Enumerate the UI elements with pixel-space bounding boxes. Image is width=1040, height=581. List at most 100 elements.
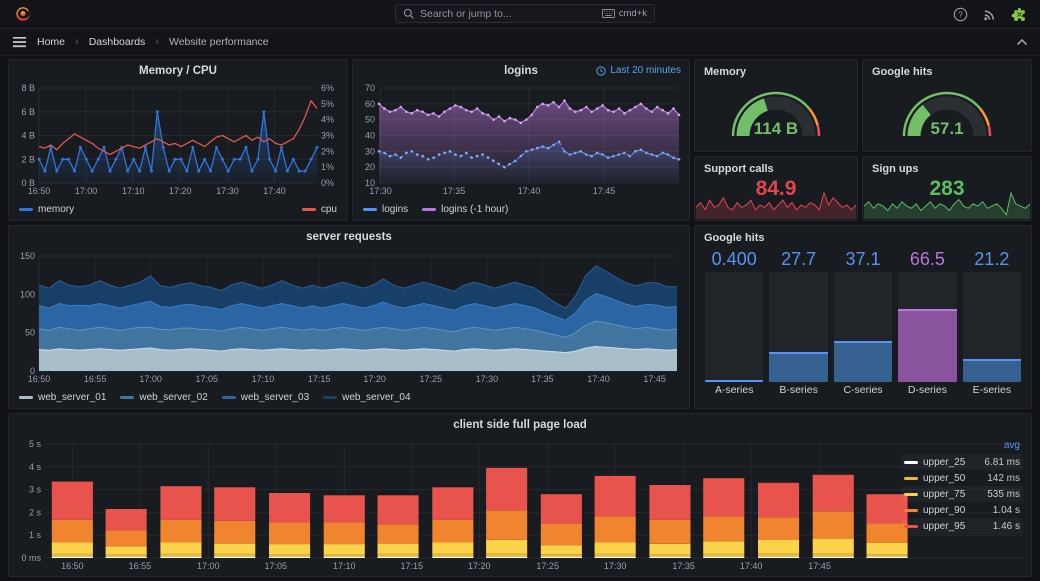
axis-tick-label: 2 s [29, 507, 42, 517]
legend-avg-header[interactable]: avg [1003, 440, 1020, 451]
axis-tick-label: 17:25 [419, 374, 442, 384]
panel-title[interactable]: Google hits [704, 232, 765, 244]
panel-title[interactable]: Support calls [704, 163, 774, 175]
bar-gauge-bar[interactable] [833, 272, 893, 382]
axis-tick-label: 17:35 [531, 374, 554, 384]
clock-icon [596, 65, 607, 76]
axis-tick-label: 17:05 [196, 374, 219, 384]
chevron-up-icon[interactable] [1016, 38, 1028, 46]
bar-gauge-bar[interactable] [898, 272, 957, 382]
legend-item[interactable]: web_server_03 [221, 392, 309, 403]
legend-item[interactable]: upper_50 142 ms [901, 470, 1023, 486]
legend: logins logins (-1 hour) [353, 200, 689, 218]
logins-chart[interactable]: 10 20 30 40 50 60 70 17:30 17:35 17:40 17:45 [353, 82, 689, 200]
bar-gauge-value: 27.7 [781, 249, 817, 269]
top-navigation-bar: Search or jump to... cmd+k ? [0, 0, 1040, 29]
bar-gauge-label: E-series [972, 384, 1012, 396]
search-placeholder: Search or jump to... [420, 7, 512, 20]
bar-gauge-value: 37.1 [845, 249, 881, 269]
bar-gauge-label: D-series [907, 384, 947, 396]
axis-tick-label: 100 [20, 289, 35, 299]
panel-title[interactable]: Sign ups [872, 163, 919, 175]
panel-logins: logins Last 20 minutes 10 20 30 40 50 60 70 17:… [352, 59, 690, 221]
news-rss-icon[interactable] [982, 7, 997, 22]
dashboard-canvas: Memory / CPU 0 B 2 B 4 B 6 B 8 B 0% 1% 2% 3% 4% 5%… [0, 56, 1040, 581]
panel-google-hits-bars: Google hits 0.400 A-series 27.7 B-series 37.… [694, 225, 1032, 409]
bar-gauge-bar[interactable] [769, 272, 828, 382]
google-hits-gauge[interactable]: 57.1 [885, 78, 1009, 144]
axis-tick-label: 50 [365, 115, 375, 125]
server-requests-chart[interactable]: 0 50 100 150 16:50 16:55 17:00 17:05 17:10 17:15 1… [9, 248, 689, 388]
panel-page-load: client side full page load 0 ms 1 s 2 s 3 s… [8, 413, 1032, 577]
axis-tick-label: 17:30 [476, 374, 499, 384]
panel-title[interactable]: Google hits [872, 66, 933, 78]
page-load-chart[interactable]: 0 ms 1 s 2 s 3 s 4 s 5 s 16:50 16:55 17:00 17:05 1… [9, 436, 1031, 574]
axis-tick-label: 4 s [29, 462, 42, 472]
axis-tick-label: 3 s [29, 485, 42, 495]
keyboard-shortcut: cmd+k [601, 8, 647, 19]
axis-tick-label: 17:20 [169, 186, 192, 196]
help-icon[interactable]: ? [953, 7, 968, 22]
legend-item[interactable]: upper_95 1.46 s [901, 518, 1023, 534]
legend-item[interactable]: upper_25 6.81 ms [901, 454, 1023, 470]
memory-gauge[interactable]: 114 B [714, 78, 838, 144]
axis-tick-label: 17:30 [216, 186, 239, 196]
axis-tick-label: 17:35 [443, 186, 466, 196]
axis-tick-label: 1% [321, 162, 334, 172]
bar-gauge-column: 0.400 A-series [705, 248, 764, 398]
bar-gauge-column: 21.2 E-series [962, 248, 1022, 398]
legend-item[interactable]: upper_75 535 ms [901, 486, 1023, 502]
axis-tick-label: 16:50 [61, 561, 84, 571]
panel-title[interactable]: client side full page load [453, 419, 587, 431]
menu-hamburger-icon[interactable] [12, 36, 27, 48]
search-input[interactable]: Search or jump to... cmd+k [395, 4, 655, 23]
axis-tick-label: 16:55 [84, 374, 107, 384]
keyboard-icon [601, 9, 615, 18]
axis-tick-label: 17:30 [604, 561, 627, 571]
axis-tick-label: 17:45 [808, 561, 831, 571]
legend-item[interactable]: logins [363, 204, 408, 215]
axis-tick-label: 17:15 [400, 561, 423, 571]
extension-puzzle-icon[interactable] [1011, 6, 1028, 23]
axis-tick-label: 17:00 [75, 186, 98, 196]
legend-item[interactable]: cpu [301, 204, 337, 215]
gauge-value: 114 B [754, 119, 798, 138]
breadcrumb-current: Website performance [168, 36, 269, 48]
panel-google-hits-gauge: Google hits 57.1 [862, 59, 1032, 152]
axis-tick-label: 17:05 [265, 561, 288, 571]
bar-gauge-bar[interactable] [705, 272, 764, 382]
legend-item[interactable]: web_server_02 [120, 392, 208, 403]
axis-tick-label: 17:45 [643, 374, 666, 384]
axis-tick-label: 16:50 [28, 374, 51, 384]
legend-item[interactable]: memory [19, 204, 74, 215]
panel-title[interactable]: logins [504, 65, 538, 77]
sign-ups-sparkline[interactable] [864, 191, 1030, 219]
breadcrumb-home[interactable]: Home [37, 36, 66, 48]
legend-item[interactable]: logins (-1 hour) [422, 204, 508, 215]
panel-support-calls: Support calls 84.9 [694, 156, 858, 221]
legend: avg upper_25 6.81 ms upper_50 142 ms upper_7… [901, 440, 1023, 534]
axis-tick-label: 3% [321, 131, 334, 141]
axis-tick-label: 2% [321, 146, 334, 156]
bar-gauge-value: 66.5 [909, 249, 945, 269]
bar-gauge-label: B-series [779, 384, 818, 396]
axis-tick-label: 17:00 [139, 374, 162, 384]
support-calls-sparkline[interactable] [696, 191, 856, 219]
legend-item[interactable]: web_server_04 [323, 392, 411, 403]
legend-item[interactable]: web_server_01 [19, 392, 106, 403]
panel-title[interactable]: Memory / CPU [139, 65, 217, 77]
gauge-value: 57.1 [930, 119, 963, 138]
bar-gauge-bar[interactable] [962, 272, 1022, 382]
axis-tick-label: 5 s [29, 439, 42, 449]
axis-tick-label: 0 ms [21, 553, 41, 563]
panel-title[interactable]: Memory [704, 66, 747, 78]
legend-item[interactable]: upper_90 1.04 s [901, 502, 1023, 518]
axis-tick-label: 17:45 [593, 186, 616, 196]
memory-cpu-chart[interactable]: 0 B 2 B 4 B 6 B 8 B 0% 1% 2% 3% 4% 5% 6% 16:50 17:00 1… [9, 82, 347, 200]
axis-tick-label: 17:25 [536, 561, 559, 571]
panel-title[interactable]: server requests [306, 231, 392, 243]
axis-tick-label: 17:10 [333, 561, 356, 571]
grafana-logo[interactable] [14, 5, 32, 23]
panel-time-override[interactable]: Last 20 minutes [596, 65, 681, 76]
breadcrumb-dashboards[interactable]: Dashboards [88, 36, 146, 48]
